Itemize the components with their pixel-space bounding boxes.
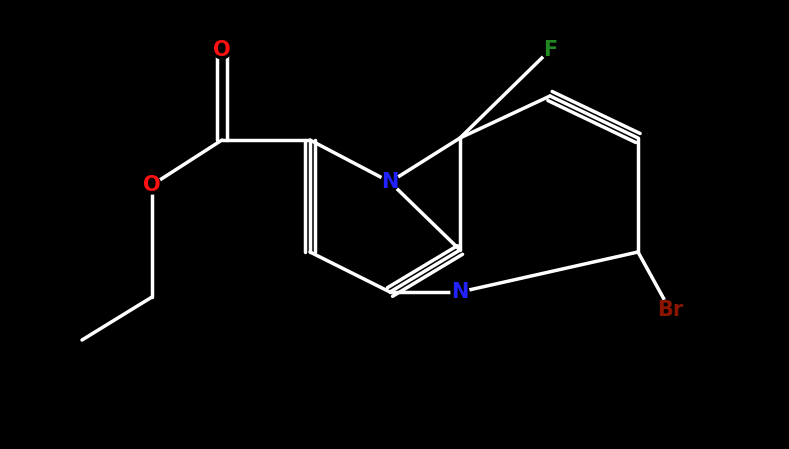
Circle shape (381, 173, 399, 191)
Circle shape (659, 299, 681, 321)
Text: N: N (451, 282, 469, 302)
Circle shape (541, 41, 559, 59)
Circle shape (451, 283, 469, 301)
Circle shape (213, 41, 231, 59)
Circle shape (143, 176, 161, 194)
Text: N: N (381, 172, 398, 192)
Text: F: F (543, 40, 557, 60)
Text: O: O (143, 175, 161, 195)
Text: O: O (213, 40, 231, 60)
Text: Br: Br (657, 300, 683, 320)
